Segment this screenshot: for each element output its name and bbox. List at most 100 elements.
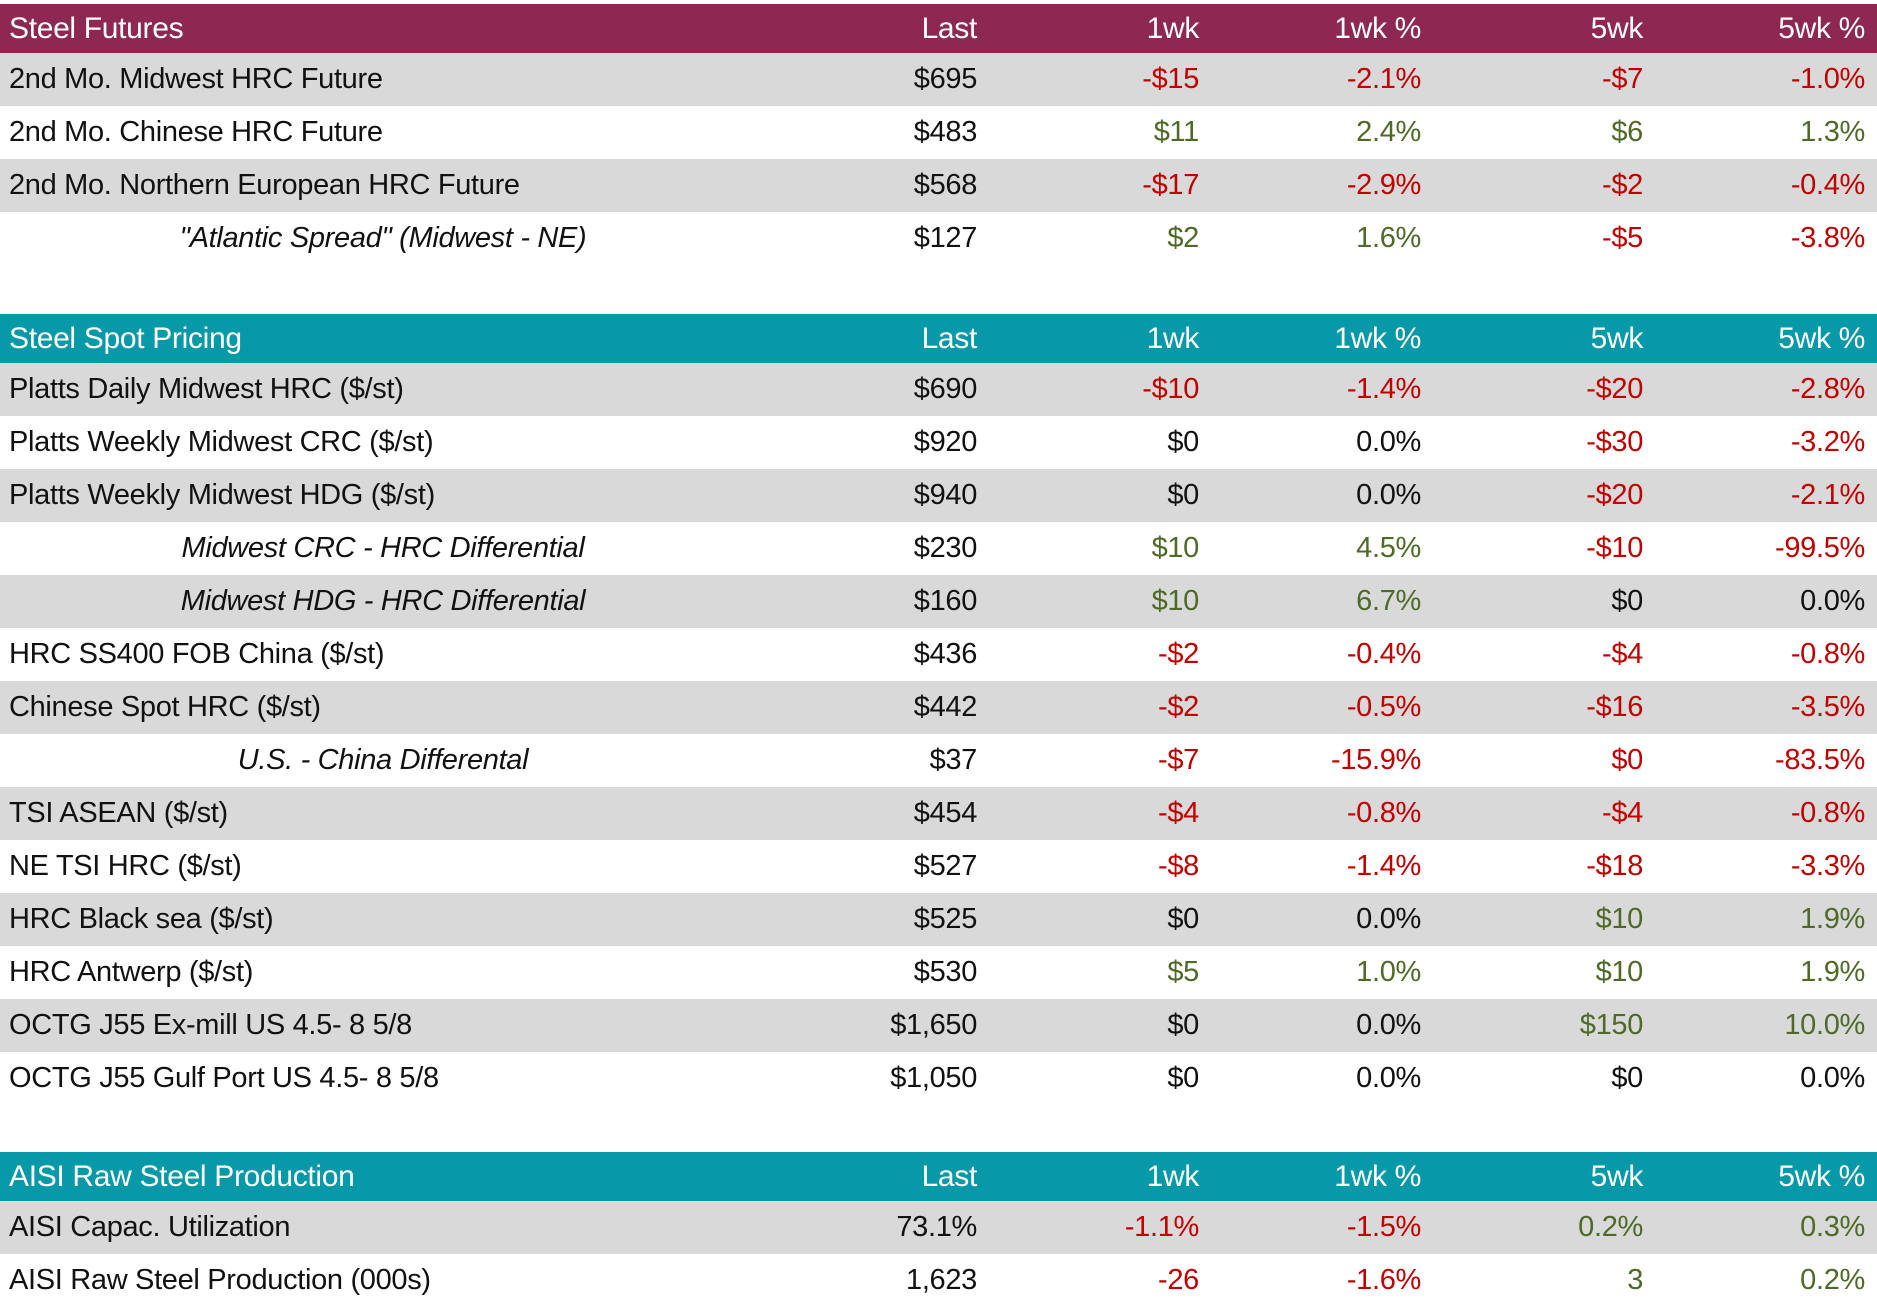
cell-last: $920 xyxy=(913,426,978,458)
row-label: 2nd Mo. Northern European HRC Future xyxy=(9,169,520,201)
cell-1wk-pct: -15.9% xyxy=(1331,744,1421,776)
cell-1wk-pct: 1.6% xyxy=(1356,222,1421,254)
cell-1wk-pct: 0.0% xyxy=(1356,1009,1421,1041)
cell-1wk-pct: 0.0% xyxy=(1356,479,1421,511)
cell-last: $436 xyxy=(913,638,978,670)
row-label: "Atlantic Spread" (Midwest - NE) xyxy=(179,222,587,254)
cell-5wk: $6 xyxy=(1611,116,1643,148)
cell-1wk-pct: -2.1% xyxy=(1346,63,1421,95)
cell-1wk: -$15 xyxy=(1142,63,1199,95)
cell-last: 73.1% xyxy=(896,1211,977,1243)
cell-1wk: -$4 xyxy=(1158,797,1199,829)
cell-1wk-pct: 0.0% xyxy=(1356,426,1421,458)
cell-1wk-pct: 4.5% xyxy=(1356,532,1421,564)
row-label: U.S. - China Differental xyxy=(237,744,529,776)
column-header-1wk-pct: 1wk % xyxy=(1211,314,1433,363)
column-header-5wk: 5wk xyxy=(1433,314,1655,363)
table-row: Midwest HDG - HRC Differential $160 $10 6.7… xyxy=(0,575,1877,628)
cell-1wk: -$2 xyxy=(1158,691,1199,723)
cell-1wk: -$8 xyxy=(1158,850,1199,882)
table-row: Platts Weekly Midwest CRC ($/st) $920 $0 0.… xyxy=(0,416,1877,469)
cell-1wk-pct: -0.8% xyxy=(1346,797,1421,829)
column-header-last: Last xyxy=(767,4,989,53)
cell-1wk: -$2 xyxy=(1158,638,1199,670)
cell-5wk: $0 xyxy=(1611,744,1643,776)
row-label: 2nd Mo. Midwest HRC Future xyxy=(9,63,383,95)
column-header-1wk: 1wk xyxy=(989,1152,1211,1201)
cell-last: $568 xyxy=(913,169,978,201)
row-label: 2nd Mo. Chinese HRC Future xyxy=(9,116,383,148)
cell-5wk-pct: -0.8% xyxy=(1790,797,1865,829)
row-label: OCTG J55 Gulf Port US 4.5- 8 5/8 xyxy=(9,1062,439,1094)
cell-last: 1,623 xyxy=(906,1264,977,1296)
row-label: OCTG J55 Ex-mill US 4.5- 8 5/8 xyxy=(9,1009,412,1041)
table-row: Platts Daily Midwest HRC ($/st) $690 -$10 -… xyxy=(0,363,1877,416)
cell-5wk-pct: 0.3% xyxy=(1800,1211,1865,1243)
section-header-row: Steel Futures Last 1wk 1wk % 5wk 5wk % xyxy=(0,4,1877,53)
row-label: AISI Capac. Utilization xyxy=(9,1211,291,1243)
row-label: Platts Weekly Midwest CRC ($/st) xyxy=(9,426,434,458)
cell-5wk: -$2 xyxy=(1602,169,1643,201)
cell-1wk-pct: 2.4% xyxy=(1356,116,1421,148)
row-label: TSI ASEAN ($/st) xyxy=(9,797,228,829)
cell-5wk-pct: 1.9% xyxy=(1800,903,1865,935)
row-label: Midwest HDG - HRC Differential xyxy=(180,585,586,617)
column-header-last: Last xyxy=(767,314,989,363)
column-header-1wk: 1wk xyxy=(989,314,1211,363)
section-title: AISI Raw Steel Production xyxy=(0,1152,767,1201)
row-label: Platts Daily Midwest HRC ($/st) xyxy=(9,373,404,405)
table-row: Midwest CRC - HRC Differential $230 $10 4.5… xyxy=(0,522,1877,575)
cell-last: $483 xyxy=(913,116,978,148)
cell-1wk-pct: 6.7% xyxy=(1356,585,1421,617)
table-row: 2nd Mo. Chinese HRC Future $483 $11 2.4% $6 1… xyxy=(0,106,1877,159)
cell-5wk: -$20 xyxy=(1586,373,1643,405)
table-row: AISI Capac. Utilization 73.1% -1.1% -1.5% 0.… xyxy=(0,1201,1877,1254)
cell-5wk: $0 xyxy=(1611,1062,1643,1094)
cell-5wk: 0.2% xyxy=(1578,1211,1643,1243)
section-title: Steel Spot Pricing xyxy=(0,314,767,363)
cell-5wk: -$5 xyxy=(1602,222,1643,254)
cell-1wk-pct: 0.0% xyxy=(1356,1062,1421,1094)
aisi-raw-steel-production-table: AISI Raw Steel Production Last 1wk 1wk %… xyxy=(0,1152,1877,1301)
cell-5wk-pct: -2.1% xyxy=(1790,479,1865,511)
cell-5wk-pct: -3.3% xyxy=(1790,850,1865,882)
cell-5wk: -$7 xyxy=(1602,63,1643,95)
cell-last: $127 xyxy=(913,222,978,254)
row-label: Chinese Spot HRC ($/st) xyxy=(9,691,321,723)
cell-5wk: -$16 xyxy=(1586,691,1643,723)
cell-1wk: -1.1% xyxy=(1124,1211,1199,1243)
cell-5wk-pct: -0.8% xyxy=(1790,638,1865,670)
table-row: AISI Raw Steel Production (000s) 1,623 -26… xyxy=(0,1254,1877,1301)
cell-5wk-pct: -3.2% xyxy=(1790,426,1865,458)
cell-5wk-pct: -1.0% xyxy=(1790,63,1865,95)
cell-5wk: -$30 xyxy=(1586,426,1643,458)
column-header-5wk-pct: 5wk % xyxy=(1655,4,1877,53)
row-label: HRC SS400 FOB China ($/st) xyxy=(9,638,385,670)
cell-1wk-pct: 1.0% xyxy=(1356,956,1421,988)
cell-1wk-pct: -2.9% xyxy=(1346,169,1421,201)
steel-spot-pricing-table: Steel Spot Pricing Last 1wk 1wk % 5wk 5w… xyxy=(0,314,1877,1105)
cell-5wk-pct: 10.0% xyxy=(1784,1009,1865,1041)
table-row: Chinese Spot HRC ($/st) $442 -$2 -0.5% -$16 -… xyxy=(0,681,1877,734)
cell-1wk: $0 xyxy=(1167,1062,1199,1094)
cell-last: $525 xyxy=(913,903,978,935)
cell-5wk-pct: 0.0% xyxy=(1800,585,1865,617)
cell-1wk-pct: 0.0% xyxy=(1356,903,1421,935)
cell-1wk-pct: -0.4% xyxy=(1346,638,1421,670)
table-row: U.S. - China Differental $37 -$7 -15.9% $0 -8… xyxy=(0,734,1877,787)
row-label: NE TSI HRC ($/st) xyxy=(9,850,242,882)
column-header-last: Last xyxy=(767,1152,989,1201)
cell-last: $695 xyxy=(913,63,978,95)
cell-5wk: -$20 xyxy=(1586,479,1643,511)
table-row: 2nd Mo. Northern European HRC Future $568… xyxy=(0,159,1877,212)
section-header-row: Steel Spot Pricing Last 1wk 1wk % 5wk 5w… xyxy=(0,314,1877,363)
row-label: Midwest CRC - HRC Differential xyxy=(181,532,585,564)
cell-5wk: -$18 xyxy=(1586,850,1643,882)
column-header-5wk: 5wk xyxy=(1433,1152,1655,1201)
cell-1wk: -$7 xyxy=(1158,744,1199,776)
cell-1wk: $0 xyxy=(1167,1009,1199,1041)
cell-5wk: 3 xyxy=(1627,1264,1643,1296)
cell-1wk: $0 xyxy=(1167,479,1199,511)
cell-5wk-pct: -0.4% xyxy=(1790,169,1865,201)
cell-5wk-pct: -2.8% xyxy=(1790,373,1865,405)
